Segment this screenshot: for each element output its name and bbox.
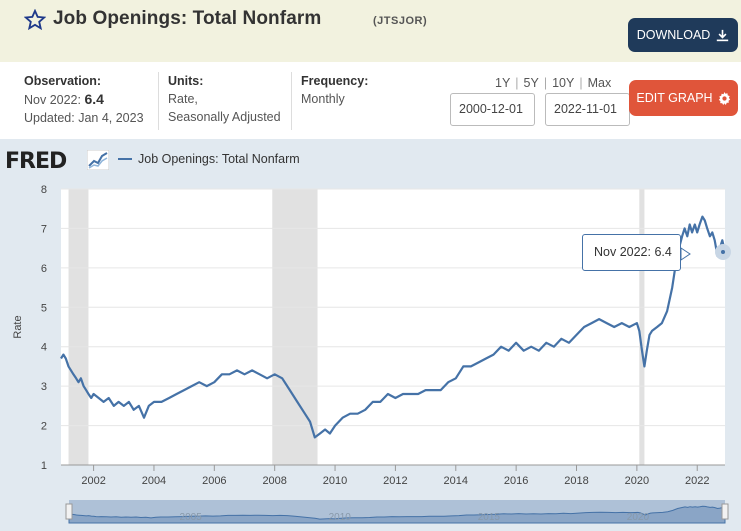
navigator-label: 2005 bbox=[180, 512, 203, 523]
fred-logo: FRED bbox=[5, 149, 67, 174]
tooltip-pointer bbox=[680, 247, 691, 261]
plot-background bbox=[61, 189, 725, 465]
navigator-label: 2015 bbox=[478, 512, 501, 523]
download-button[interactable]: DOWNLOAD bbox=[628, 18, 738, 52]
navigator-left-handle[interactable] bbox=[65, 503, 73, 520]
star-icon[interactable] bbox=[24, 9, 46, 31]
x-tick-label: 2002 bbox=[81, 475, 105, 487]
observation-value: 6.4 bbox=[84, 91, 104, 107]
y-tick-label: 3 bbox=[41, 381, 47, 393]
series-metadata: Observation: Nov 2022: 6.4 Updated: Jan … bbox=[0, 62, 741, 139]
observation-block: Observation: Nov 2022: 6.4 Updated: Jan … bbox=[24, 72, 144, 127]
recession-band bbox=[272, 189, 318, 465]
edit-graph-button[interactable]: EDIT GRAPH bbox=[629, 80, 738, 116]
navigator-label: 2010 bbox=[329, 512, 352, 523]
chart-legend: Job Openings: Total Nonfarm bbox=[118, 152, 300, 166]
x-tick-label: 2020 bbox=[625, 475, 649, 487]
y-tick-label: 6 bbox=[41, 263, 47, 275]
recession-band bbox=[68, 189, 89, 465]
edit-graph-label: EDIT GRAPH bbox=[636, 91, 713, 105]
tooltip-period: Nov 2022: bbox=[594, 245, 651, 259]
gear-icon bbox=[718, 91, 730, 105]
range-max[interactable]: Max bbox=[587, 76, 612, 90]
y-axis-label: Rate bbox=[12, 315, 24, 338]
range-1y[interactable]: 1Y bbox=[495, 76, 511, 90]
fred-chart-icon bbox=[87, 150, 109, 170]
observation-label: Observation: bbox=[24, 74, 102, 88]
scroll-handle-dot bbox=[721, 250, 725, 254]
y-tick-label: 8 bbox=[41, 184, 47, 196]
y-tick-label: 7 bbox=[41, 223, 47, 235]
range-separator: | bbox=[515, 76, 519, 90]
observation-period: Nov 2022: bbox=[24, 93, 81, 107]
range-5y[interactable]: 5Y bbox=[523, 76, 539, 90]
frequency-value: Monthly bbox=[301, 92, 345, 106]
x-tick-label: 2006 bbox=[202, 475, 226, 487]
legend-swatch bbox=[118, 158, 132, 160]
recession-band bbox=[639, 189, 645, 465]
y-tick-label: 1 bbox=[41, 460, 47, 472]
navigator-series bbox=[68, 505, 726, 524]
x-tick-label: 2014 bbox=[444, 475, 468, 487]
range-selector: 1Y | 5Y | 10Y | Max bbox=[495, 76, 611, 90]
download-label: DOWNLOAD bbox=[636, 28, 711, 42]
y-tick-label: 5 bbox=[41, 302, 47, 314]
x-tick-label: 2008 bbox=[262, 475, 286, 487]
chart-tooltip: Nov 2022: 6.4 bbox=[582, 234, 681, 271]
range-10y[interactable]: 10Y bbox=[552, 76, 575, 90]
x-tick-label: 2010 bbox=[323, 475, 347, 487]
navigator-right-handle[interactable] bbox=[721, 503, 729, 520]
navigator-label: 2020 bbox=[627, 512, 650, 523]
units-block: Units: Rate, Seasonally Adjusted bbox=[158, 72, 281, 130]
units-line-2: Seasonally Adjusted bbox=[168, 110, 281, 124]
observation-line: Nov 2022: 6.4 bbox=[24, 90, 144, 109]
page-header: Job Openings: Total Nonfarm (JTSJOR) DOW… bbox=[0, 0, 741, 62]
range-separator: | bbox=[543, 76, 548, 90]
tooltip-value: 6.4 bbox=[654, 245, 672, 259]
download-icon bbox=[717, 29, 729, 41]
start-date-input[interactable]: 2000-12-01 bbox=[450, 93, 535, 126]
units-label: Units: bbox=[168, 74, 204, 88]
x-tick-label: 2004 bbox=[142, 475, 166, 487]
frequency-label: Frequency: bbox=[301, 74, 369, 88]
units-line-1: Rate, bbox=[168, 92, 198, 106]
updated-date: Updated: Jan 4, 2023 bbox=[24, 111, 144, 125]
x-tick-label: 2018 bbox=[564, 475, 588, 487]
page-title: Job Openings: Total Nonfarm bbox=[53, 8, 322, 29]
y-tick-label: 4 bbox=[41, 342, 47, 354]
x-tick-label: 2016 bbox=[504, 475, 528, 487]
range-separator: | bbox=[579, 76, 583, 90]
series-id: (JTSJOR) bbox=[373, 15, 428, 27]
frequency-block: Frequency: Monthly bbox=[291, 72, 368, 130]
x-tick-label: 2012 bbox=[383, 475, 407, 487]
end-date-input[interactable]: 2022-11-01 bbox=[545, 93, 630, 126]
legend-series-name: Job Openings: Total Nonfarm bbox=[138, 152, 300, 166]
series-line bbox=[60, 215, 727, 439]
x-tick-label: 2022 bbox=[685, 475, 709, 487]
y-tick-label: 2 bbox=[41, 421, 47, 433]
